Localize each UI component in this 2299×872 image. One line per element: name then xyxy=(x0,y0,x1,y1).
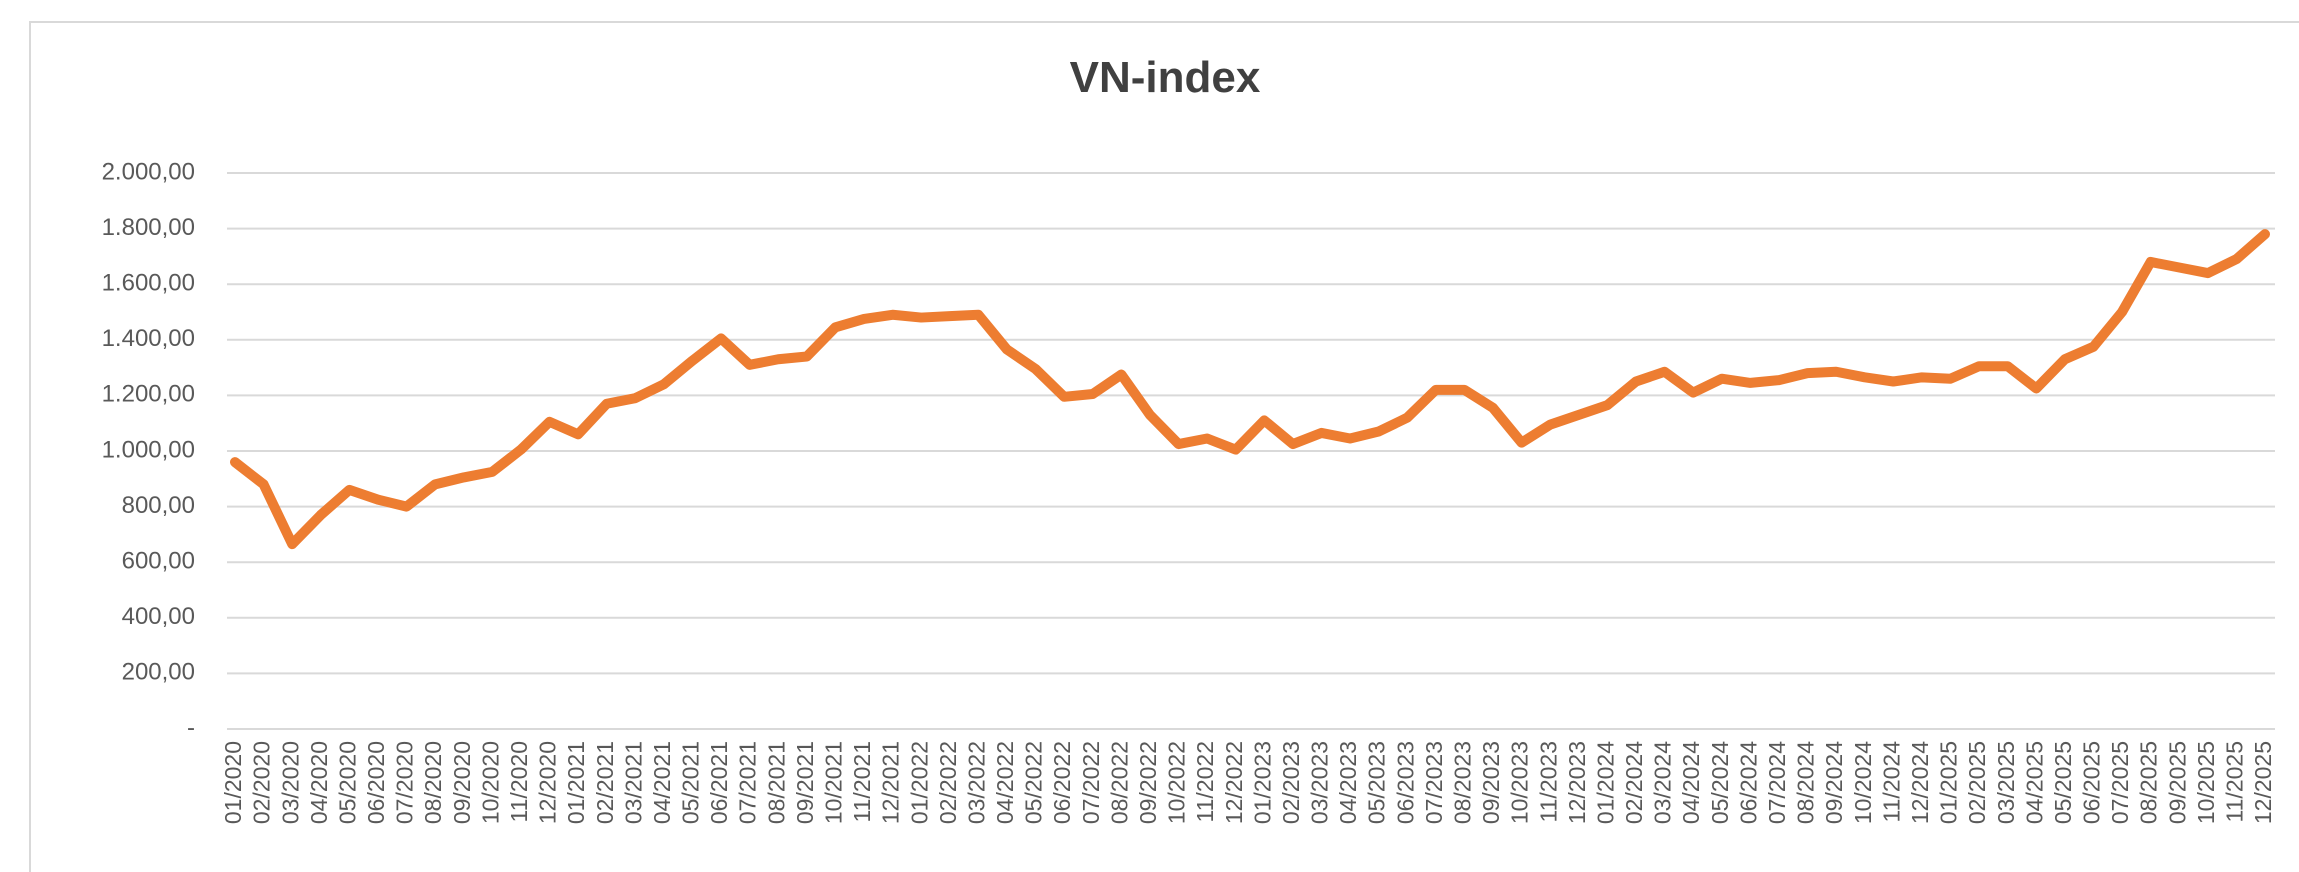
x-tick-label: 01/2023 xyxy=(1249,741,1275,824)
x-tick-label: 07/2024 xyxy=(1764,741,1790,824)
y-tick-label: 400,00 xyxy=(122,603,195,630)
y-tick-label: 600,00 xyxy=(122,548,195,575)
x-tick-label: 07/2025 xyxy=(2107,741,2133,824)
x-tick-label: 09/2025 xyxy=(2164,741,2190,824)
x-tick-label: 02/2020 xyxy=(249,741,275,824)
x-tick-label: 01/2020 xyxy=(220,741,246,824)
x-tick-label: 02/2024 xyxy=(1621,741,1647,824)
x-tick-label: 06/2022 xyxy=(1049,741,1075,824)
x-tick-label: 01/2024 xyxy=(1592,741,1618,824)
x-tick-label: 05/2021 xyxy=(678,741,704,824)
y-tick-label: 1.600,00 xyxy=(102,270,195,297)
x-tick-label: 04/2024 xyxy=(1678,741,1704,824)
x-tick-label: 06/2020 xyxy=(363,741,389,824)
x-tick-label: 10/2022 xyxy=(1164,741,1190,824)
x-tick-label: 05/2022 xyxy=(1021,741,1047,824)
x-tick-label: 11/2025 xyxy=(2221,741,2247,822)
x-tick-label: 08/2025 xyxy=(2136,741,2162,824)
x-tick-label: 12/2024 xyxy=(1907,741,1933,824)
x-tick-label: 04/2023 xyxy=(1335,741,1361,824)
y-tick-label: 200,00 xyxy=(122,659,195,686)
x-tick-label: 08/2022 xyxy=(1106,741,1132,824)
x-tick-label: 03/2023 xyxy=(1307,741,1333,824)
x-tick-label: 01/2021 xyxy=(563,741,589,824)
x-tick-label: 04/2022 xyxy=(992,741,1018,824)
y-tick-label: 1.800,00 xyxy=(102,214,195,241)
x-tick-label: 03/2021 xyxy=(620,741,646,824)
x-tick-label: 03/2020 xyxy=(277,741,303,824)
x-tick-label: 10/2023 xyxy=(1507,741,1533,824)
x-tick-label: 05/2025 xyxy=(2050,741,2076,824)
x-tick-label: 09/2023 xyxy=(1478,741,1504,824)
x-tick-label: 05/2024 xyxy=(1707,741,1733,824)
x-tick-label: 07/2023 xyxy=(1421,741,1447,824)
x-tick-label: 12/2021 xyxy=(878,741,904,824)
x-tick-label: 09/2024 xyxy=(1821,741,1847,824)
x-tick-label: 08/2021 xyxy=(763,741,789,824)
x-tick-label: 01/2025 xyxy=(1936,741,1962,824)
x-tick-label: 02/2023 xyxy=(1278,741,1304,824)
x-tick-label: 07/2020 xyxy=(392,741,418,824)
y-tick-label: - xyxy=(187,714,195,741)
x-tick-label: 09/2022 xyxy=(1135,741,1161,824)
x-tick-label: 09/2021 xyxy=(792,741,818,824)
x-tick-label: 11/2023 xyxy=(1535,741,1561,822)
x-tick-label: 11/2022 xyxy=(1192,741,1218,822)
x-tick-label: 12/2023 xyxy=(1564,741,1590,824)
x-tick-label: 10/2025 xyxy=(2193,741,2219,824)
line-series xyxy=(230,229,2270,550)
x-tick-label: 12/2022 xyxy=(1221,741,1247,824)
x-tick-label: 05/2020 xyxy=(334,741,360,824)
x-tick-label: 03/2024 xyxy=(1650,741,1676,824)
x-tick-label: 11/2020 xyxy=(506,741,532,822)
x-tick-label: 12/2020 xyxy=(535,741,561,824)
x-tick-label: 06/2025 xyxy=(2079,741,2105,824)
x-tick-label: 03/2022 xyxy=(963,741,989,824)
x-tick-label: 02/2021 xyxy=(592,741,618,824)
x-tick-label: 03/2025 xyxy=(1993,741,2019,824)
x-tick-label: 11/2021 xyxy=(849,741,875,822)
y-tick-label: 1.000,00 xyxy=(102,436,195,463)
x-tick-label: 07/2021 xyxy=(735,741,761,824)
y-tick-label: 2.000,00 xyxy=(102,158,195,185)
x-tick-label: 11/2024 xyxy=(1878,741,1904,823)
x-tick-label: 12/2025 xyxy=(2250,741,2276,824)
x-tick-label: 09/2020 xyxy=(449,741,475,824)
x-tick-label: 05/2023 xyxy=(1364,741,1390,824)
x-tick-label: 04/2020 xyxy=(306,741,332,824)
x-tick-label: 07/2022 xyxy=(1078,741,1104,824)
x-tick-label: 06/2023 xyxy=(1392,741,1418,824)
x-tick-label: 06/2024 xyxy=(1735,741,1761,824)
x-tick-label: 08/2023 xyxy=(1450,741,1476,824)
x-tick-label: 02/2025 xyxy=(1964,741,1990,824)
x-tick-label: 10/2021 xyxy=(821,741,847,824)
x-tick-label: 10/2020 xyxy=(477,741,503,824)
y-tick-label: 1.400,00 xyxy=(102,325,195,352)
x-tick-label: 01/2022 xyxy=(906,741,932,824)
chart-title: VN-index xyxy=(1070,53,1261,102)
x-tick-label: 04/2025 xyxy=(2021,741,2047,824)
y-tick-label: 800,00 xyxy=(122,492,195,519)
chart-frame xyxy=(29,21,2299,872)
x-tick-label: 02/2022 xyxy=(935,741,961,824)
y-tick-label: 1.200,00 xyxy=(102,381,195,408)
x-tick-label: 04/2021 xyxy=(649,741,675,824)
x-tick-label: 08/2024 xyxy=(1793,741,1819,824)
x-tick-label: 08/2020 xyxy=(420,741,446,824)
x-tick-label: 10/2024 xyxy=(1850,741,1876,824)
x-tick-label: 06/2021 xyxy=(706,741,732,824)
